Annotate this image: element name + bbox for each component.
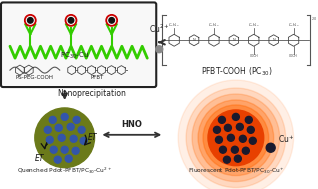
Circle shape — [49, 116, 56, 123]
Text: Quenched Pdot-PFBT/PC$_{30}$-Cu$^{2+}$: Quenched Pdot-PFBT/PC$_{30}$-Cu$^{2+}$ — [17, 166, 112, 176]
Text: COOH: COOH — [249, 54, 258, 58]
Circle shape — [218, 116, 225, 123]
Text: N: N — [272, 38, 275, 42]
Text: PS-PEG-COOH: PS-PEG-COOH — [16, 75, 54, 80]
Circle shape — [245, 116, 252, 123]
Circle shape — [80, 137, 87, 144]
Circle shape — [78, 126, 85, 133]
Circle shape — [225, 124, 232, 131]
Circle shape — [224, 156, 230, 163]
Text: PFBT-COOH (PC$_{30}$): PFBT-COOH (PC$_{30}$) — [201, 65, 273, 78]
Text: Fluorescent Pdot-PFBT/PC$_{30}$-Cu$^{+}$: Fluorescent Pdot-PFBT/PC$_{30}$-Cu$^{+}$ — [188, 166, 284, 176]
Circle shape — [203, 105, 269, 171]
Text: $_{20}$: $_{20}$ — [312, 15, 318, 22]
Circle shape — [239, 135, 246, 142]
Circle shape — [186, 88, 286, 187]
Circle shape — [73, 116, 80, 123]
FancyBboxPatch shape — [1, 2, 156, 87]
Circle shape — [109, 18, 114, 23]
Circle shape — [192, 94, 280, 182]
Circle shape — [227, 134, 234, 141]
Text: PC$_{30}$-Cu: PC$_{30}$-Cu — [60, 51, 89, 61]
Text: HNO: HNO — [121, 120, 142, 129]
Circle shape — [61, 146, 68, 153]
Text: $C_6H_{13}$: $C_6H_{13}$ — [168, 21, 180, 29]
Text: N: N — [193, 38, 195, 42]
Circle shape — [67, 123, 74, 130]
Text: PFBT: PFBT — [91, 75, 104, 80]
Circle shape — [65, 155, 72, 162]
Text: $C_6H_{13}$: $C_6H_{13}$ — [288, 21, 299, 29]
Text: Nanoprecipitation: Nanoprecipitation — [57, 89, 126, 98]
Text: COOH: COOH — [289, 54, 298, 58]
Text: Cu$^{2+}$: Cu$^{2+}$ — [149, 23, 169, 35]
Circle shape — [54, 156, 61, 163]
Circle shape — [234, 155, 241, 162]
Circle shape — [219, 146, 226, 153]
Circle shape — [216, 136, 222, 143]
Circle shape — [249, 137, 256, 144]
Circle shape — [44, 126, 51, 133]
Text: $C_6H_{13}$: $C_6H_{13}$ — [208, 21, 220, 29]
Circle shape — [50, 146, 57, 153]
Circle shape — [213, 126, 220, 133]
Circle shape — [198, 100, 274, 176]
Circle shape — [72, 147, 79, 154]
Circle shape — [178, 80, 294, 189]
Circle shape — [61, 113, 68, 120]
Circle shape — [232, 113, 239, 120]
Circle shape — [46, 136, 53, 143]
Circle shape — [156, 46, 163, 53]
Circle shape — [232, 146, 238, 153]
Text: $C_6H_{13}$: $C_6H_{13}$ — [248, 21, 259, 29]
Text: Cu$^{+}$: Cu$^{+}$ — [278, 133, 294, 145]
Text: ET: ET — [87, 133, 97, 142]
Circle shape — [28, 18, 33, 23]
Circle shape — [55, 124, 62, 131]
Circle shape — [247, 126, 254, 133]
Circle shape — [70, 135, 77, 142]
Circle shape — [266, 143, 275, 152]
Text: N: N — [232, 38, 235, 42]
Text: ET: ET — [35, 154, 45, 163]
Circle shape — [208, 110, 264, 166]
Circle shape — [242, 147, 249, 154]
Circle shape — [68, 18, 74, 23]
Circle shape — [236, 123, 243, 130]
Circle shape — [35, 108, 94, 168]
Circle shape — [58, 134, 65, 141]
